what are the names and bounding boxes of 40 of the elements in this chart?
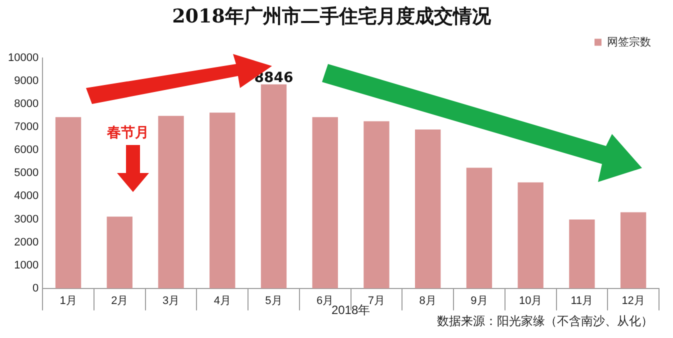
x-tick-label: 3月 xyxy=(162,295,180,308)
x-tick-label: 2月 xyxy=(111,295,128,308)
bar xyxy=(158,116,184,288)
bar xyxy=(364,121,390,288)
y-tick-label: 8000 xyxy=(14,98,39,110)
y-tick-label: 3000 xyxy=(14,213,39,226)
x-tick-label: 8月 xyxy=(419,295,436,308)
y-tick-label: 5000 xyxy=(14,167,39,180)
bar xyxy=(569,219,595,288)
x-tick-label: 11月 xyxy=(570,295,594,308)
bar xyxy=(312,117,338,288)
bar xyxy=(106,216,132,288)
x-tick-label: 6月 xyxy=(316,295,334,308)
x-tick-label: 1月 xyxy=(60,295,77,308)
bar xyxy=(210,112,236,288)
bar xyxy=(466,168,492,288)
x-axis-title: 2018年 xyxy=(331,303,370,318)
y-tick-label: 2000 xyxy=(14,236,39,248)
y-tick-label: 9000 xyxy=(14,74,39,87)
y-tick-label: 6000 xyxy=(14,144,39,156)
y-tick-label: 7000 xyxy=(14,121,39,134)
y-tick-label: 0 xyxy=(32,282,39,294)
bar xyxy=(518,182,544,288)
annotation: 春节月 xyxy=(107,124,149,142)
y-tick-label: 4000 xyxy=(14,190,39,202)
legend-label: 网签宗数 xyxy=(607,35,651,48)
x-tick-label: 12月 xyxy=(622,295,645,308)
x-tick-label: 10月 xyxy=(518,295,542,308)
bar xyxy=(55,117,82,288)
x-tick-label: 4月 xyxy=(214,295,231,308)
x-tick-label: 5月 xyxy=(265,295,282,308)
bar xyxy=(260,84,287,288)
x-tick-label: 7月 xyxy=(368,295,386,308)
bar xyxy=(620,212,646,288)
bar xyxy=(415,130,441,288)
y-tick-label: 1000 xyxy=(14,259,39,272)
source-note: 数据来源：阳光家缘（不含南沙、从化） xyxy=(437,313,653,330)
chart-title: 2018年广州市二手住宅月度成交情况 xyxy=(172,5,492,28)
x-tick-label: 9月 xyxy=(470,295,488,308)
y-tick-label: 10000 xyxy=(8,52,39,64)
